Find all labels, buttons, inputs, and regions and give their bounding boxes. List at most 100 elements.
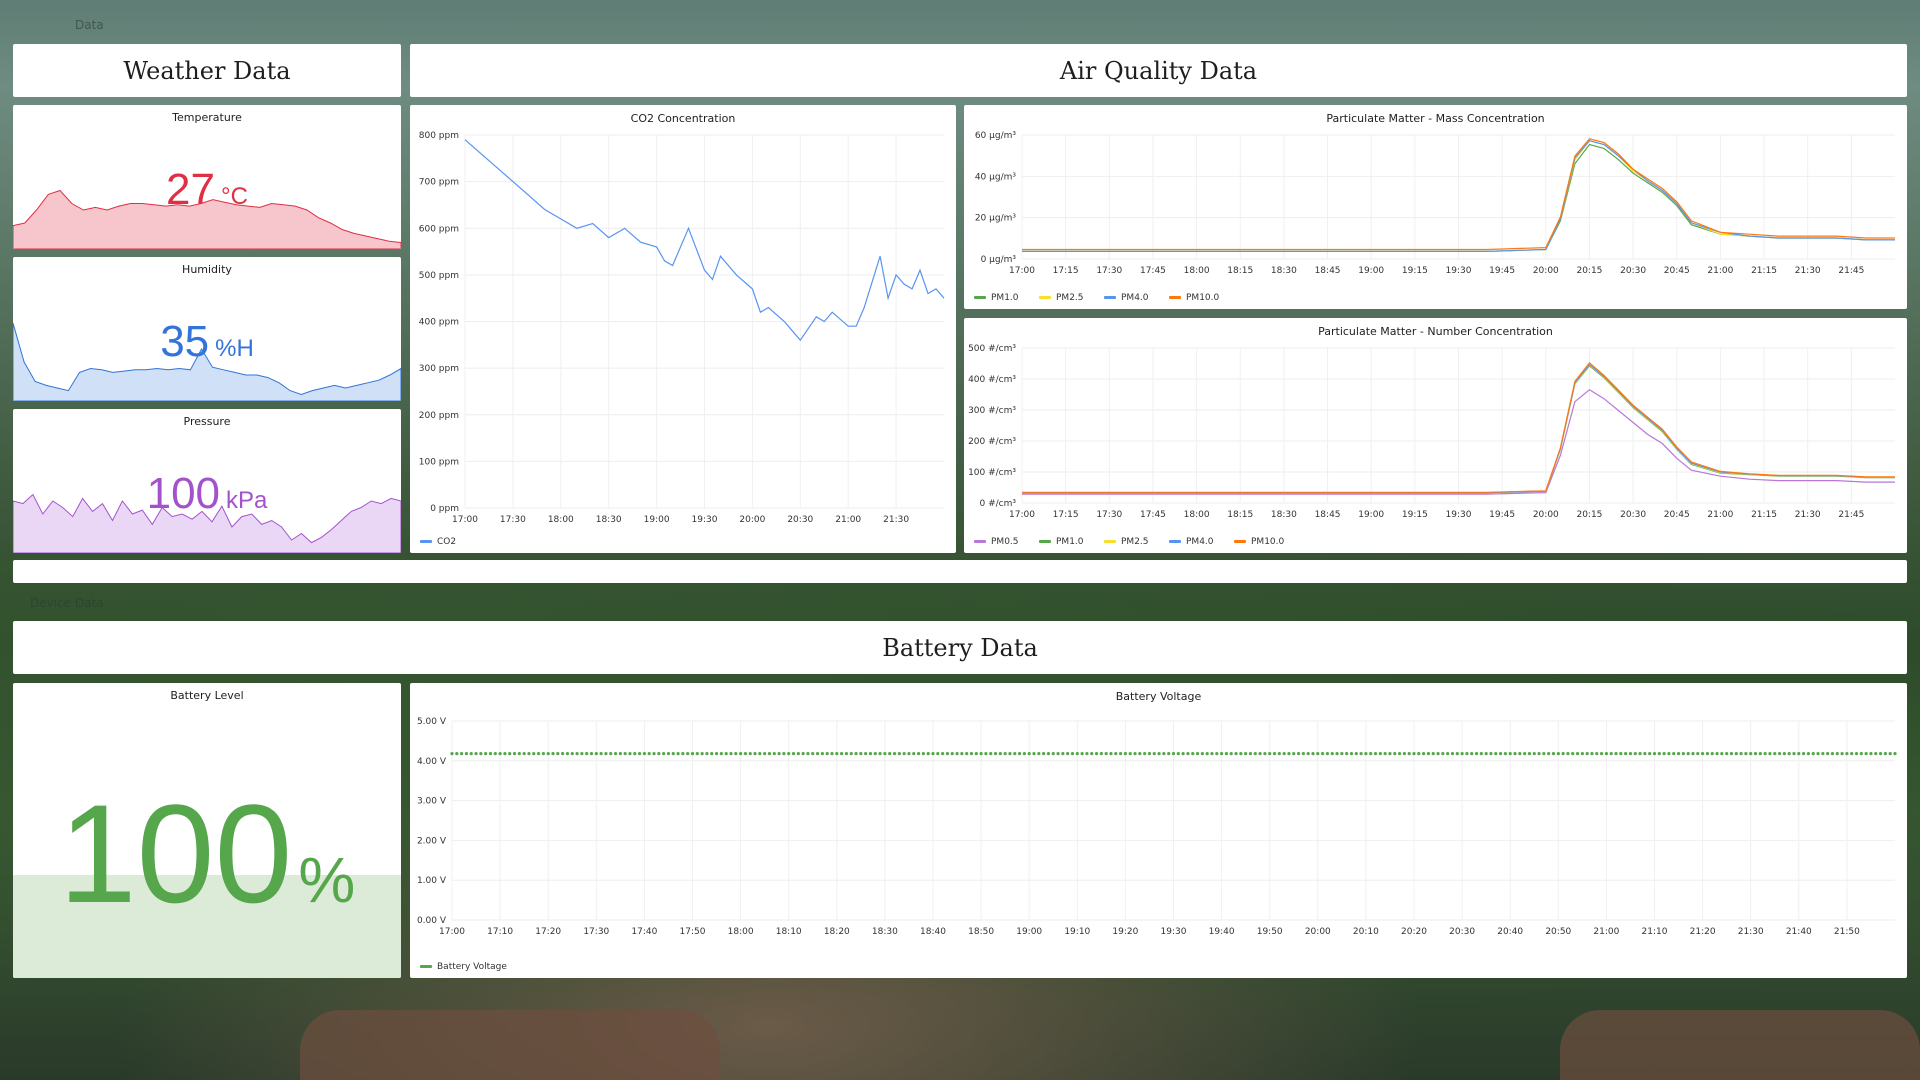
- battery-voltage-point: [1864, 752, 1868, 756]
- legend-swatch: [974, 540, 986, 543]
- legend-entry[interactable]: PM4.0: [1186, 537, 1214, 547]
- x-tick-label: 19:40: [1209, 927, 1235, 937]
- battery-voltage-point: [1657, 752, 1661, 756]
- y-tick-label: 800 ppm: [419, 131, 459, 141]
- battery-voltage-point: [1186, 752, 1190, 756]
- battery-voltage-point: [613, 752, 618, 756]
- y-tick-label: 300 ppm: [419, 364, 459, 374]
- x-tick-label: 17:45: [1140, 510, 1166, 520]
- row-title-device[interactable]: Device Data: [30, 596, 104, 610]
- x-tick-label: 21:40: [1786, 927, 1812, 937]
- battery-voltage-point: [729, 752, 733, 756]
- battery-voltage-point: [868, 752, 873, 756]
- battery-voltage-point: [1753, 752, 1758, 756]
- legend-entry[interactable]: PM2.5: [1056, 293, 1084, 303]
- battery-voltage-point: [931, 752, 935, 756]
- x-tick-label: 20:20: [1401, 927, 1427, 937]
- x-tick-label: 19:00: [1358, 266, 1384, 276]
- chart-title: Particulate Matter - Mass Concentration: [1326, 112, 1544, 125]
- battery-voltage-point: [1195, 752, 1200, 756]
- battery-voltage-point: [743, 752, 748, 756]
- battery-voltage-point: [1513, 752, 1517, 756]
- battery-voltage-point: [1571, 752, 1575, 756]
- battery-voltage-point: [1686, 752, 1690, 756]
- battery-voltage-point: [609, 752, 613, 756]
- battery-level-unit: %: [298, 844, 356, 916]
- battery-voltage-point: [1460, 752, 1464, 756]
- series-line-pm05: [1022, 388, 1895, 495]
- battery-voltage-point: [589, 752, 594, 756]
- battery-voltage-point: [979, 752, 983, 756]
- battery-voltage-point: [1248, 752, 1253, 756]
- battery-voltage-point: [950, 752, 954, 756]
- battery-voltage-point: [1758, 752, 1762, 756]
- battery-voltage-point: [777, 752, 781, 756]
- humidity-stat: 35 %H: [13, 317, 401, 367]
- pm-mass-panel[interactable]: Particulate Matter - Mass Concentration 0…: [964, 105, 1907, 309]
- battery-voltage-point: [1633, 752, 1637, 756]
- legend-entry[interactable]: PM0.5: [991, 537, 1019, 547]
- battery-voltage-point: [878, 752, 882, 756]
- row-title-top[interactable]: Data: [75, 18, 104, 32]
- battery-voltage-point: [1614, 752, 1618, 756]
- battery-voltage-point: [1032, 752, 1036, 756]
- x-tick-label: 21:10: [1642, 927, 1668, 937]
- legend-entry[interactable]: PM1.0: [991, 293, 1019, 303]
- battery-voltage-point: [926, 752, 930, 756]
- legend-entry[interactable]: PM1.0: [1056, 537, 1084, 547]
- pressure-panel[interactable]: Pressure 100 kPa: [13, 409, 401, 553]
- battery-voltage-point: [1301, 752, 1305, 756]
- x-tick-label: 21:00: [835, 515, 861, 525]
- x-tick-label: 19:00: [644, 515, 670, 525]
- humidity-panel[interactable]: Humidity 35 %H: [13, 257, 401, 401]
- battery-voltage-point: [1128, 752, 1132, 756]
- x-tick-label: 17:00: [1009, 510, 1035, 520]
- x-tick-label: 17:10: [487, 927, 513, 937]
- battery-voltage-point: [1465, 752, 1469, 756]
- battery-voltage-point: [897, 752, 901, 756]
- legend-entry[interactable]: Battery Voltage: [437, 962, 507, 972]
- legend-entry[interactable]: PM2.5: [1121, 537, 1149, 547]
- battery-voltage-point: [873, 752, 877, 756]
- battery-voltage-point: [1691, 752, 1695, 756]
- legend-entry[interactable]: CO2: [437, 537, 456, 547]
- temperature-sparkline: [13, 189, 401, 249]
- legend-entry[interactable]: PM10.0: [1251, 537, 1285, 547]
- battery-voltage-point: [1239, 752, 1243, 756]
- x-tick-label: 18:20: [824, 927, 850, 937]
- battery-voltage-point: [1874, 752, 1878, 756]
- battery-voltage-point: [941, 752, 945, 756]
- legend-entry[interactable]: PM4.0: [1121, 293, 1149, 303]
- y-tick-label: 2.00 V: [417, 836, 447, 846]
- battery-voltage-point: [469, 752, 473, 756]
- co2-panel[interactable]: CO2 Concentration 0 ppm 100 ppm 200 ppm 300 …: [410, 105, 956, 553]
- battery-level-panel[interactable]: Battery Level 100%: [13, 683, 401, 978]
- battery-voltage-point: [637, 752, 642, 756]
- battery-voltage-point: [753, 752, 757, 756]
- battery-voltage-point: [1094, 752, 1099, 756]
- battery-voltage-point: [811, 752, 815, 756]
- battery-voltage-point: [585, 752, 589, 756]
- battery-voltage-point: [974, 752, 978, 756]
- temperature-panel[interactable]: Temperature 27 °C: [13, 105, 401, 249]
- battery-voltage-point: [551, 752, 555, 756]
- pm-number-panel[interactable]: Particulate Matter - Number Concentratio…: [964, 318, 1907, 553]
- battery-voltage-point: [681, 752, 685, 756]
- temperature-title: Temperature: [172, 111, 242, 124]
- battery-voltage-point: [1234, 752, 1238, 756]
- battery-voltage-point: [628, 752, 632, 756]
- battery-voltage-point: [724, 752, 728, 756]
- series-line-pm100: [1022, 362, 1895, 493]
- battery-voltage-point: [1253, 752, 1257, 756]
- battery-voltage-panel[interactable]: Battery Voltage 0.00 V 1.00 V 2.00 V 3.00 V 4…: [410, 683, 1907, 978]
- battery-voltage-point: [1205, 752, 1209, 756]
- x-tick-label: 17:40: [631, 927, 657, 937]
- x-tick-label: 20:30: [1620, 510, 1646, 520]
- x-tick-label: 17:00: [439, 927, 465, 937]
- battery-voltage-point: [1070, 752, 1075, 756]
- legend-entry[interactable]: PM10.0: [1186, 293, 1220, 303]
- battery-voltage-point: [570, 752, 574, 756]
- battery-voltage-point: [580, 752, 584, 756]
- battery-voltage-point: [945, 752, 950, 756]
- battery-voltage-point: [921, 752, 925, 756]
